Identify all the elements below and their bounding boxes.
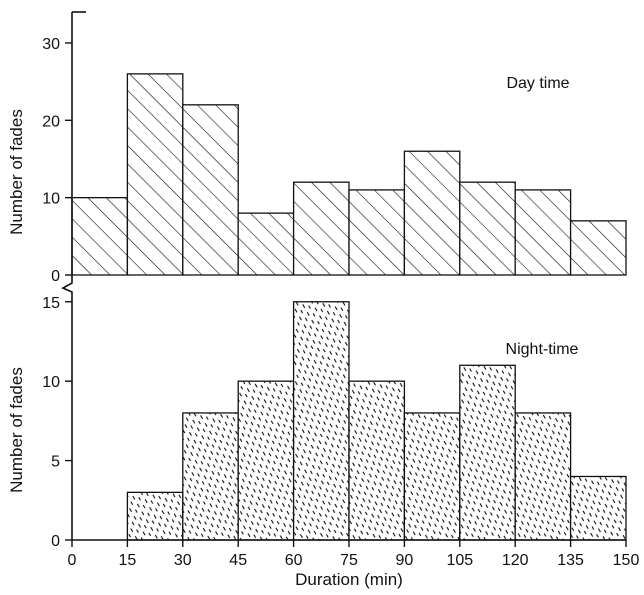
- day-bar: [569, 220, 627, 276]
- x-tick-label: 45: [229, 552, 247, 569]
- x-tick-label: 90: [396, 552, 414, 569]
- axis-break-mark: [61, 275, 73, 297]
- night-bar: [403, 412, 461, 541]
- night-y-tick-label: 15: [42, 295, 60, 312]
- night-y-ticks: 0 5 10 15: [42, 295, 72, 550]
- day-y-axis-label: Number of fades: [7, 109, 26, 235]
- day-bar: [71, 196, 129, 276]
- night-bar: [514, 412, 572, 541]
- day-time-bars: [71, 73, 627, 276]
- night-bar: [126, 491, 184, 541]
- day-y-tick-label: 10: [42, 191, 60, 208]
- x-tick-label: 60: [285, 552, 303, 569]
- night-bar: [237, 380, 295, 541]
- x-axis-label: Duration (min): [295, 570, 403, 589]
- night-y-tick-label: 5: [51, 454, 60, 471]
- day-bar: [126, 73, 184, 276]
- day-bar: [292, 181, 350, 276]
- x-tick-label: 30: [174, 552, 192, 569]
- day-bar: [348, 189, 406, 276]
- day-bar: [182, 104, 239, 276]
- day-bar: [514, 189, 572, 276]
- x-tick-label: 15: [119, 552, 137, 569]
- x-ticks: 0 15 30 45 60 75 90 105 120 135 150: [68, 540, 640, 569]
- day-time-panel: 0 10 20 30 Number of fades Day time: [7, 11, 627, 285]
- night-bar: [292, 301, 350, 541]
- x-tick-label: 135: [557, 552, 584, 569]
- day-bar: [403, 150, 461, 276]
- day-bar: [237, 212, 295, 276]
- night-y-tick-label: 0: [51, 533, 60, 550]
- x-tick-label: 105: [446, 552, 473, 569]
- night-bar: [182, 412, 239, 541]
- night-y-axis-label: Number of fades: [7, 367, 26, 493]
- night-time-title: Night-time: [506, 341, 579, 358]
- night-time-panel: 0 5 10 15 0 15 30 45 60 75 90 105 120 135 150 Number …: [7, 295, 639, 589]
- night-time-bars: [126, 301, 627, 541]
- day-bar: [459, 181, 516, 276]
- day-y-tick-label: 20: [42, 113, 60, 130]
- x-tick-label: 0: [68, 552, 77, 569]
- day-y-tick-label: 30: [42, 36, 60, 53]
- night-y-tick-label: 10: [42, 374, 60, 391]
- night-bar: [459, 364, 516, 541]
- day-time-title: Day time: [506, 75, 569, 92]
- night-bar: [348, 380, 406, 541]
- night-bar: [569, 475, 627, 541]
- day-y-ticks: 0 10 20 30: [42, 36, 72, 285]
- x-tick-label: 75: [340, 552, 358, 569]
- x-tick-label: 150: [613, 552, 640, 569]
- day-y-tick-label: 0: [51, 268, 60, 285]
- x-tick-label: 120: [502, 552, 529, 569]
